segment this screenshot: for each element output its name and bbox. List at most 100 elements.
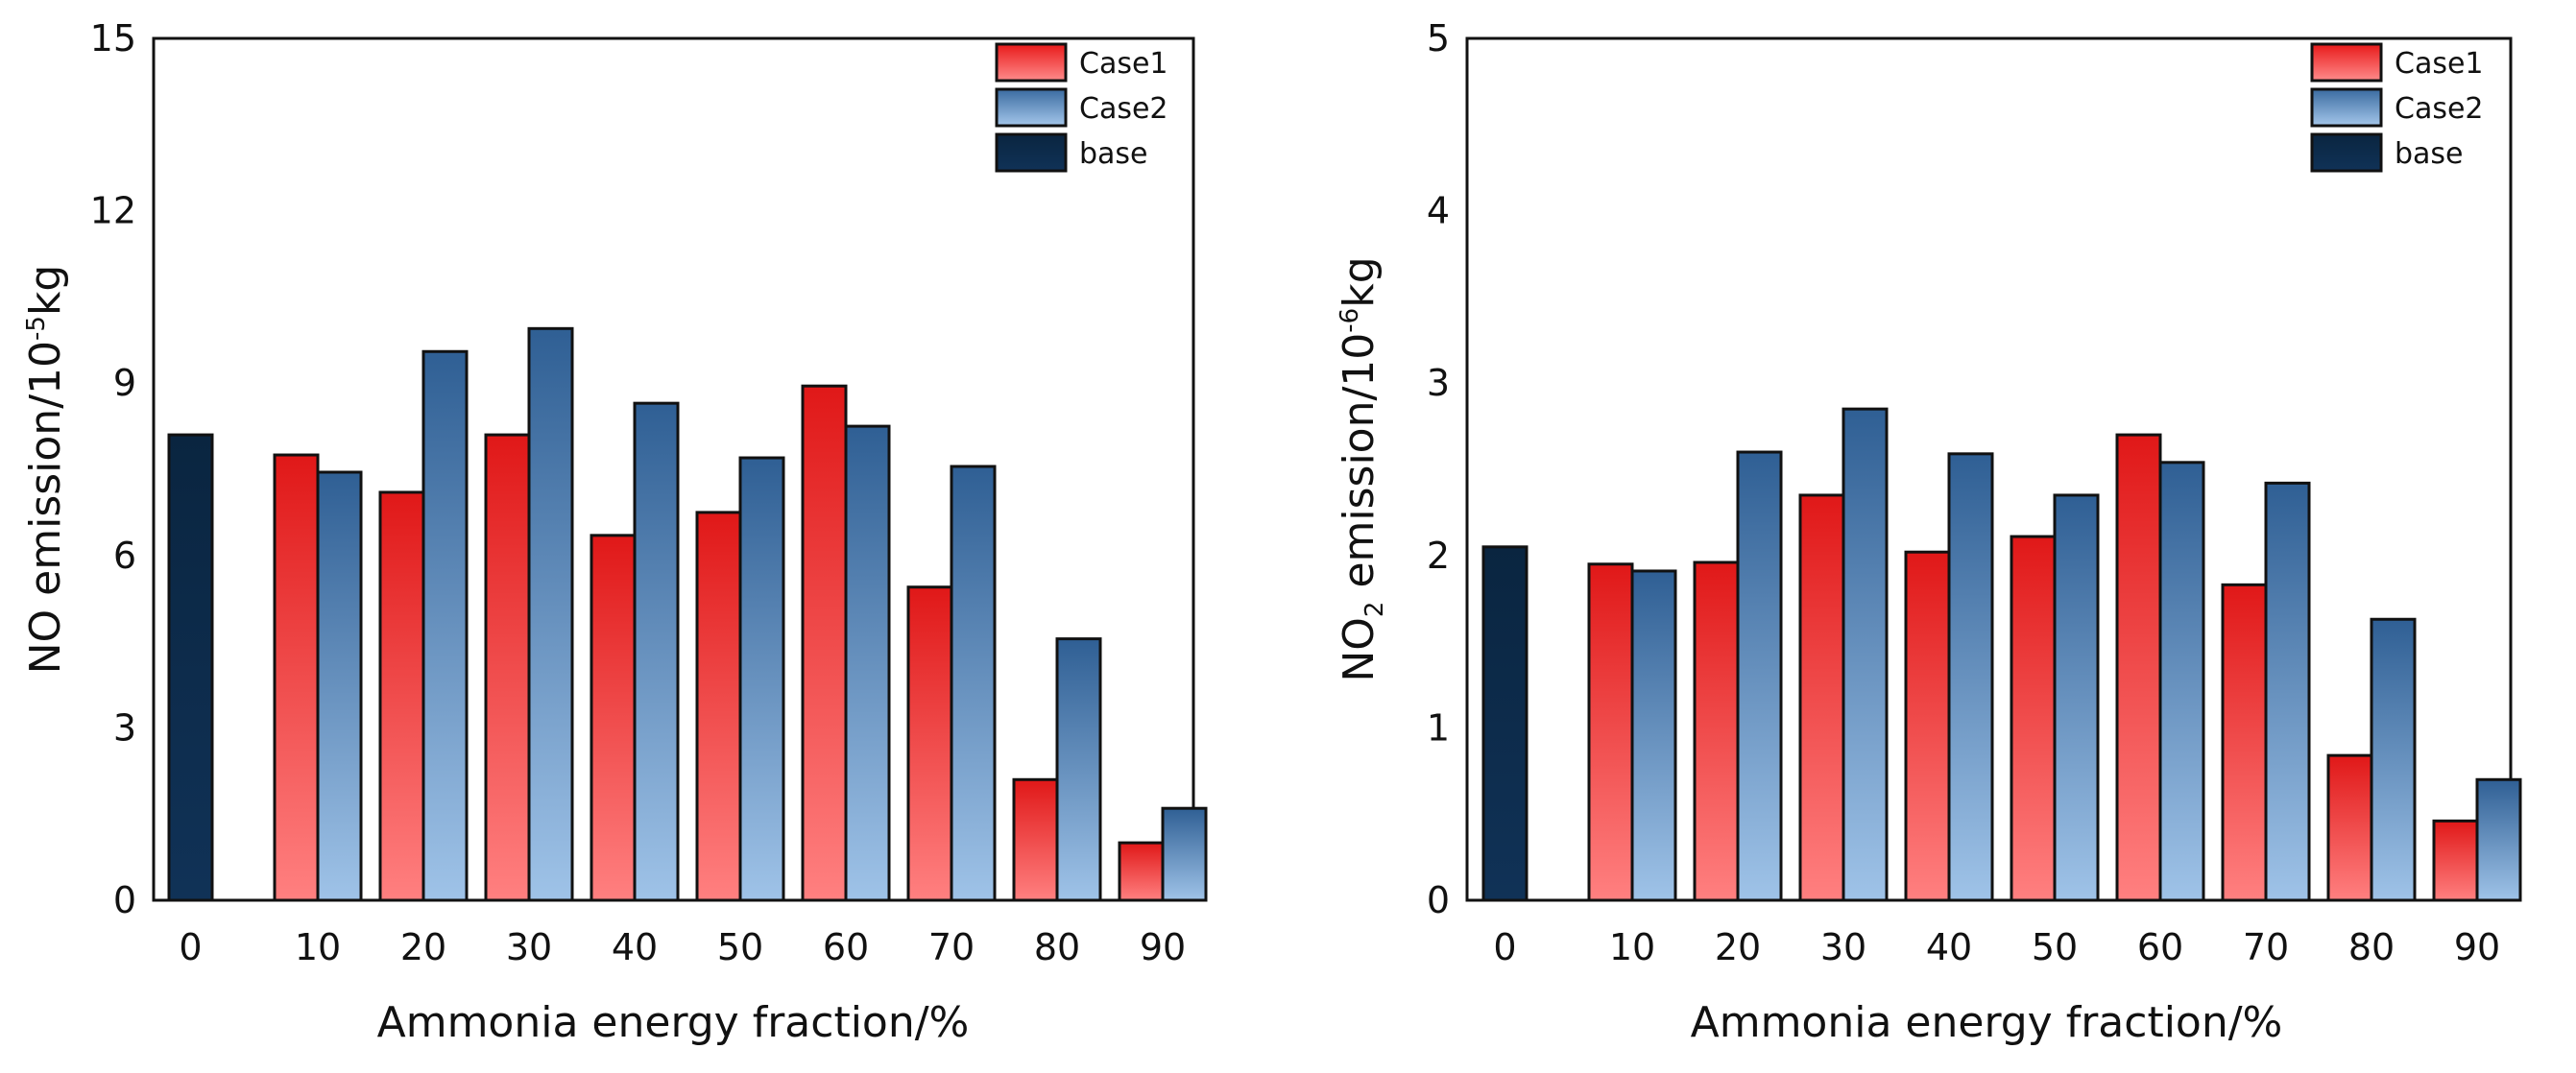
bar-case2-20 xyxy=(1736,450,1783,902)
bar-case1-20 xyxy=(1693,560,1740,902)
legend-label-base: base xyxy=(2395,137,2464,171)
x-tick-label: 90 xyxy=(2454,926,2500,968)
bar-case1-70 xyxy=(2221,583,2268,902)
y-axis-title-unit: kg xyxy=(1335,256,1384,307)
legend-label-case2: Case2 xyxy=(1079,92,1168,126)
y-axis-title-main: NO xyxy=(1335,617,1384,682)
bar-case1-10 xyxy=(1587,562,1634,902)
x-tick-label: 90 xyxy=(1140,926,1186,968)
bar-case1-80 xyxy=(2326,753,2373,902)
y-axis-title-rest: emission/10 xyxy=(1335,333,1384,602)
bar-case2-10 xyxy=(1630,569,1677,902)
legend-swatch-base xyxy=(995,132,1068,173)
legend-label-case2: Case2 xyxy=(2395,92,2484,126)
bar-case1-90 xyxy=(2432,819,2479,902)
x-ticks: 0 10 20 30 40 50 60 70 80 90 xyxy=(179,926,1186,968)
y-axis-title-unit: kg xyxy=(21,265,70,316)
bar-case1-40 xyxy=(590,534,637,902)
bar-case2-50 xyxy=(2053,493,2100,902)
y-axis-title: NO emission/10-5kg xyxy=(21,265,70,675)
y-tick-label: 5 xyxy=(1427,17,1450,60)
legend-swatch-case1 xyxy=(995,42,1068,83)
x-tick-label: 70 xyxy=(928,926,975,968)
x-tick-label: 60 xyxy=(823,926,869,968)
x-tick-label: 60 xyxy=(2137,926,2183,968)
bar-base-0 xyxy=(1481,545,1529,902)
bar-case2-30 xyxy=(1842,407,1889,902)
y-axis-title: NO2 emission/10-6kg xyxy=(1335,256,1389,681)
x-axis-title: Ammonia energy fraction/% xyxy=(377,998,970,1047)
x-tick-label: 20 xyxy=(1715,926,1761,968)
bar-case2-80 xyxy=(2370,617,2417,902)
legend-label-base: base xyxy=(1079,137,1148,171)
y-tick-label: 9 xyxy=(113,362,136,404)
bar-case1-30 xyxy=(484,433,531,902)
legend: Case1 Case2 base xyxy=(995,42,1168,173)
bar-case2-90 xyxy=(1161,806,1208,902)
x-tick-label: 50 xyxy=(2032,926,2078,968)
bar-case2-60 xyxy=(2158,461,2205,902)
no2-emission-chart: 0 1 2 3 4 5 0 10 20 30 40 50 60 70 80 90 Case1 Case2 bas… xyxy=(1335,17,2522,1047)
legend-swatch-case2 xyxy=(2310,87,2383,128)
bar-case1-20 xyxy=(378,490,425,902)
bar-case2-70 xyxy=(950,465,997,902)
y-ticks: 0 1 2 3 4 5 xyxy=(1427,17,1450,921)
bar-case1-30 xyxy=(1798,493,1845,902)
bar-case2-10 xyxy=(316,470,363,902)
x-axis-title: Ammonia energy fraction/% xyxy=(1691,998,2283,1047)
bar-case2-50 xyxy=(738,456,785,902)
y-tick-label: 3 xyxy=(113,706,136,749)
bar-base-0 xyxy=(167,433,214,902)
y-axis-title-exponent: -6 xyxy=(1336,308,1364,333)
y-tick-label: 0 xyxy=(1427,879,1450,921)
x-tick-label: 0 xyxy=(1493,926,1516,968)
bar-case1-60 xyxy=(801,384,848,902)
x-tick-label: 0 xyxy=(179,926,202,968)
bar-case1-50 xyxy=(2010,535,2057,902)
x-tick-label: 40 xyxy=(612,926,658,968)
bars-group xyxy=(1481,407,2522,902)
bar-case2-20 xyxy=(421,349,469,902)
y-tick-label: 0 xyxy=(113,879,136,921)
x-tick-label: 20 xyxy=(400,926,446,968)
y-axis-title-subscript: 2 xyxy=(1360,602,1389,618)
bars-group xyxy=(167,326,1208,902)
legend-label-case1: Case1 xyxy=(2395,47,2484,81)
legend-swatch-case2 xyxy=(995,87,1068,128)
bar-case1-70 xyxy=(906,585,953,902)
x-tick-label: 70 xyxy=(2243,926,2289,968)
y-axis-title-exponent: -5 xyxy=(22,316,51,341)
y-tick-label: 3 xyxy=(1427,362,1450,404)
bar-case1-50 xyxy=(695,511,742,902)
x-tick-label: 80 xyxy=(1034,926,1080,968)
y-tick-label: 2 xyxy=(1427,535,1450,577)
bar-case2-30 xyxy=(527,326,574,902)
x-tick-label: 30 xyxy=(506,926,552,968)
bar-case1-60 xyxy=(2115,433,2162,902)
y-tick-label: 6 xyxy=(113,535,136,577)
x-tick-label: 40 xyxy=(1926,926,1972,968)
y-tick-label: 12 xyxy=(90,190,136,232)
y-axis-title-main: NO emission/10 xyxy=(21,341,70,674)
y-tick-label: 15 xyxy=(90,17,136,60)
bar-case2-70 xyxy=(2264,481,2311,902)
bar-case2-40 xyxy=(633,401,680,902)
bar-case1-90 xyxy=(1118,841,1165,902)
x-tick-label: 50 xyxy=(717,926,763,968)
bar-case2-60 xyxy=(844,424,891,902)
bar-case1-10 xyxy=(273,453,320,902)
legend: Case1 Case2 base xyxy=(2310,42,2484,173)
legend-swatch-base xyxy=(2310,132,2383,173)
y-tick-label: 4 xyxy=(1427,190,1450,232)
x-tick-label: 30 xyxy=(1820,926,1866,968)
y-ticks: 0 3 6 9 12 15 xyxy=(90,17,136,921)
bar-case2-80 xyxy=(1055,637,1102,902)
bar-case1-40 xyxy=(1904,550,1951,902)
legend-swatch-case1 xyxy=(2310,42,2383,83)
bar-case1-80 xyxy=(1012,777,1059,902)
bar-case2-90 xyxy=(2475,777,2522,902)
x-ticks: 0 10 20 30 40 50 60 70 80 90 xyxy=(1493,926,2500,968)
x-tick-label: 10 xyxy=(295,926,341,968)
legend-label-case1: Case1 xyxy=(1079,47,1168,81)
